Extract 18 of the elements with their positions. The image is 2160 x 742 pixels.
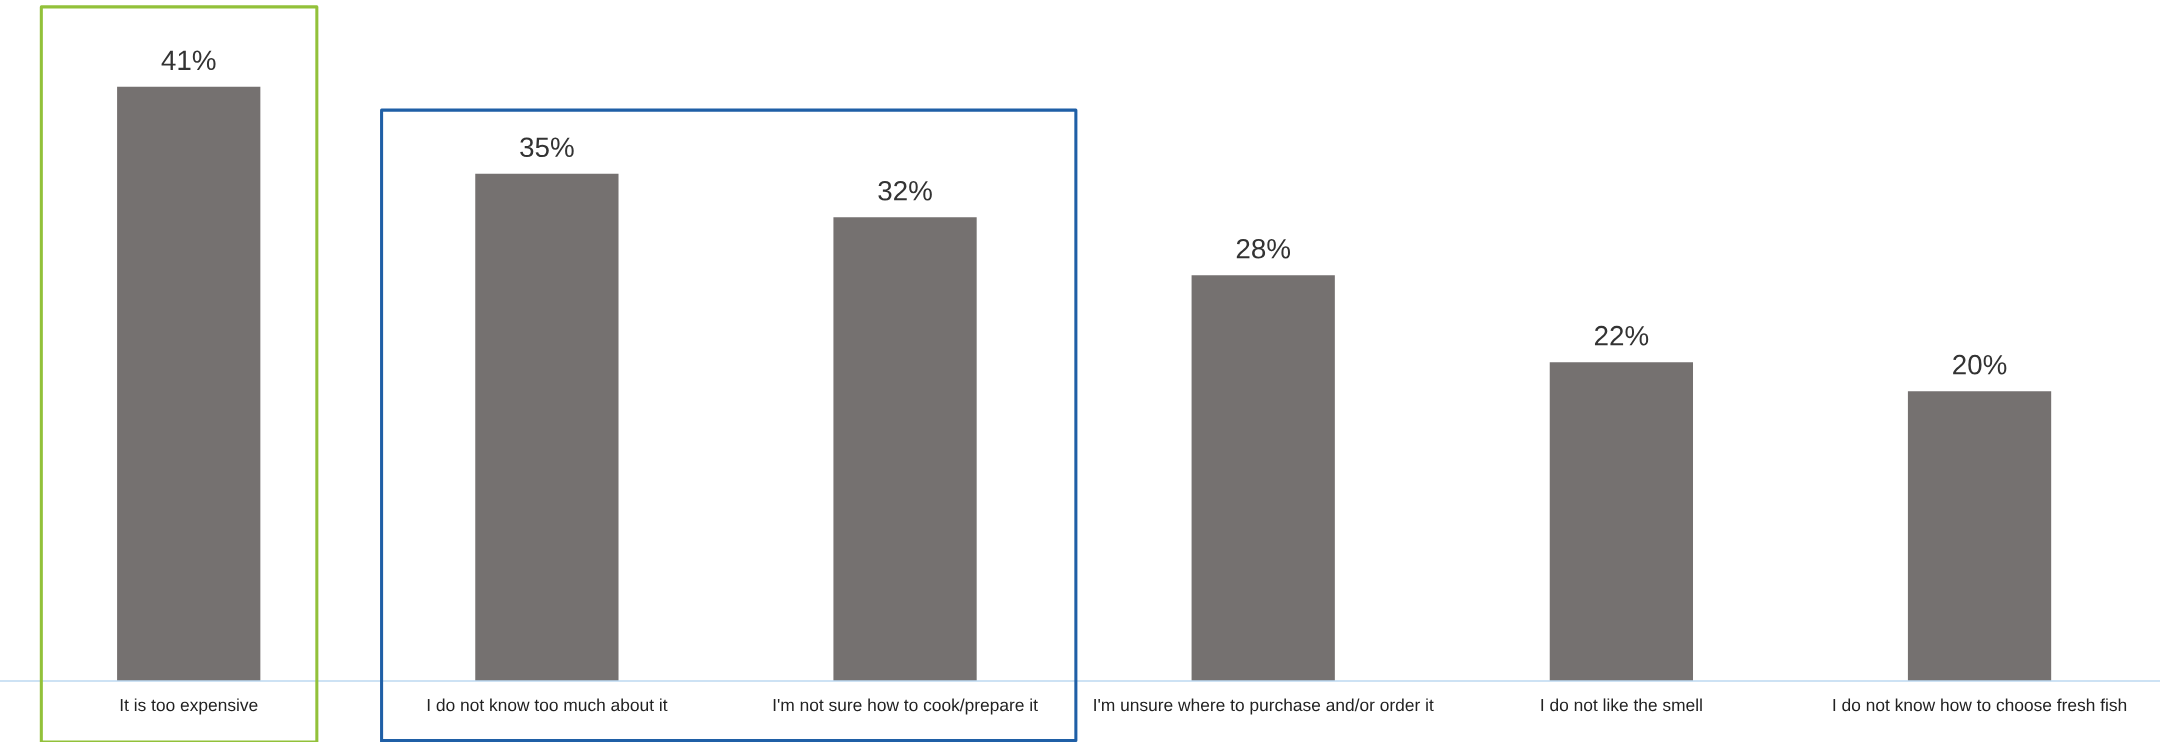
bar — [475, 173, 619, 681]
x-tick-label: I'm unsure where to purchase and/or order it — [1094, 698, 1434, 715]
data-label: 22% — [1594, 325, 1649, 346]
data-label: 32% — [878, 180, 932, 201]
bar — [1907, 391, 2052, 681]
x-tick-label: I do not know too much about it — [427, 698, 668, 712]
x-tick-label: I do not know how to choose fresh fish — [1833, 698, 2127, 712]
bar — [1191, 275, 1335, 681]
x-tick-label: I'm not sure how to cook/prepare it — [773, 698, 1038, 715]
bar — [117, 86, 261, 681]
bar — [833, 217, 977, 681]
x-tick-label: I do not like the smell — [1541, 698, 1702, 712]
bar — [1549, 362, 1694, 681]
data-label: 41% — [161, 50, 216, 71]
data-label: 20% — [1953, 354, 2007, 375]
data-label: 35% — [520, 137, 574, 158]
data-label: 28% — [1236, 238, 1291, 259]
x-tick-label: It is too expensive — [120, 698, 258, 715]
